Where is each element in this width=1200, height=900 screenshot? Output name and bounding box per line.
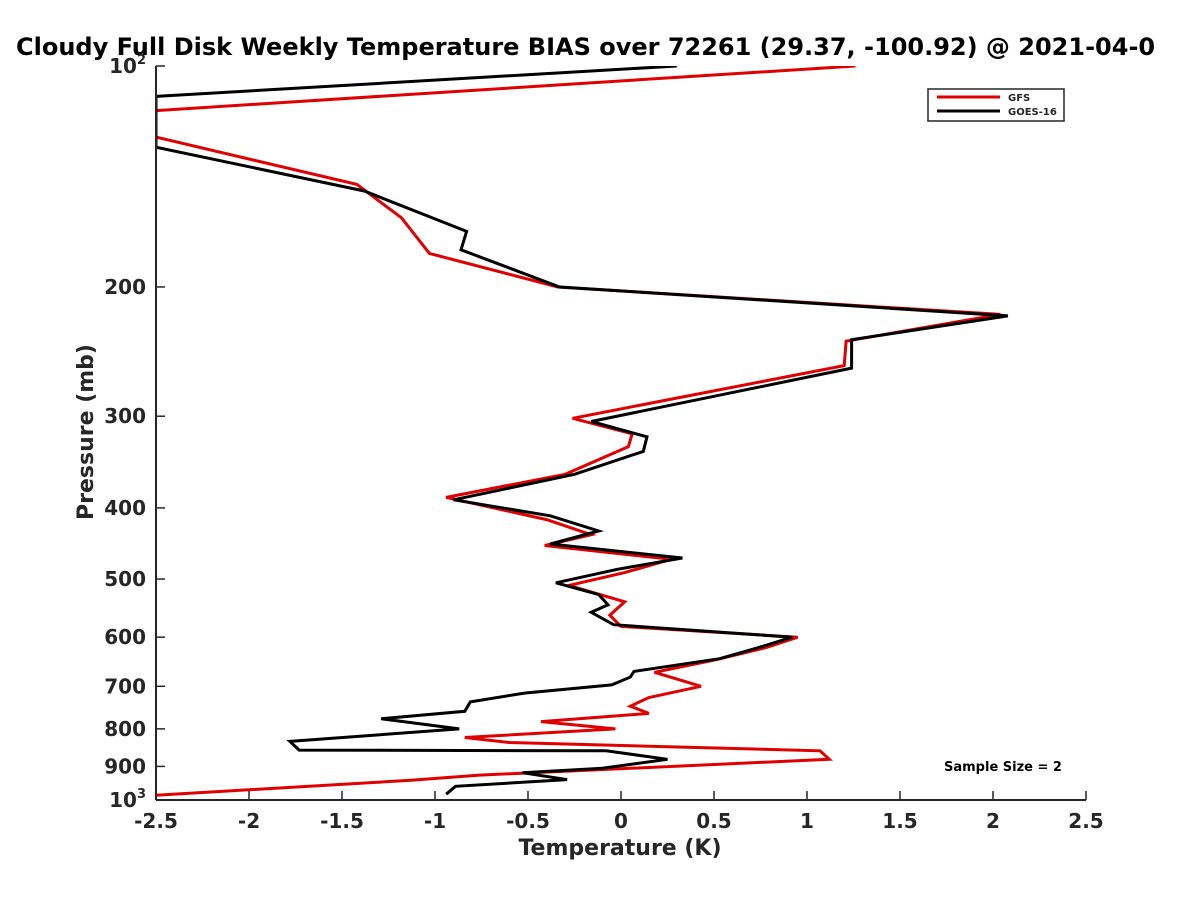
legend-label: GFS	[1008, 93, 1030, 104]
legend-box	[927, 88, 1065, 122]
x-tick-label: 0	[614, 809, 628, 833]
x-tick-label: 1	[800, 809, 814, 833]
y-tick-label: 200	[104, 275, 146, 299]
series-line-goes-16	[156, 66, 1009, 796]
y-tick-label: 400	[104, 496, 146, 520]
x-tick-label: -1	[424, 809, 446, 833]
y-tick-label: 700	[104, 674, 146, 698]
series-line-gfs	[156, 66, 1001, 797]
y-tick-label: 103	[109, 787, 146, 812]
legend: GFS GOES-16	[927, 88, 1065, 122]
y-tick-label: 600	[104, 625, 146, 649]
y-tick-label: 900	[104, 754, 146, 778]
x-tick-label: 1.5	[882, 809, 917, 833]
x-tick-label: 0.5	[696, 809, 731, 833]
plot-area	[156, 66, 1009, 797]
y-tick-label: 300	[104, 404, 146, 428]
y-axis-label: Pressure (mb)	[74, 344, 99, 520]
x-tick-label: -2	[238, 809, 260, 833]
y-tick-label: 500	[104, 567, 146, 591]
x-tick-label: -2.5	[134, 809, 178, 833]
y-tick-label: 102	[109, 53, 146, 78]
x-tick-label: 2	[986, 809, 1000, 833]
sample-size-annotation: Sample Size = 2	[944, 760, 1062, 775]
y-tick-label: 800	[104, 717, 146, 741]
x-axis-label: Temperature (K)	[518, 836, 721, 861]
legend-label: GOES-16	[1008, 107, 1057, 118]
x-tick-label: -0.5	[506, 809, 550, 833]
chart-title: Cloudy Full Disk Weekly Temperature BIAS…	[16, 33, 1155, 61]
axes: -2.5 -2 -1.5 -1 -0.5 0 0.5 1 1.5 2 2.5 102 200 300 400…	[104, 53, 1103, 833]
x-tick-label: 2.5	[1068, 809, 1103, 833]
x-tick-label: -1.5	[320, 809, 364, 833]
